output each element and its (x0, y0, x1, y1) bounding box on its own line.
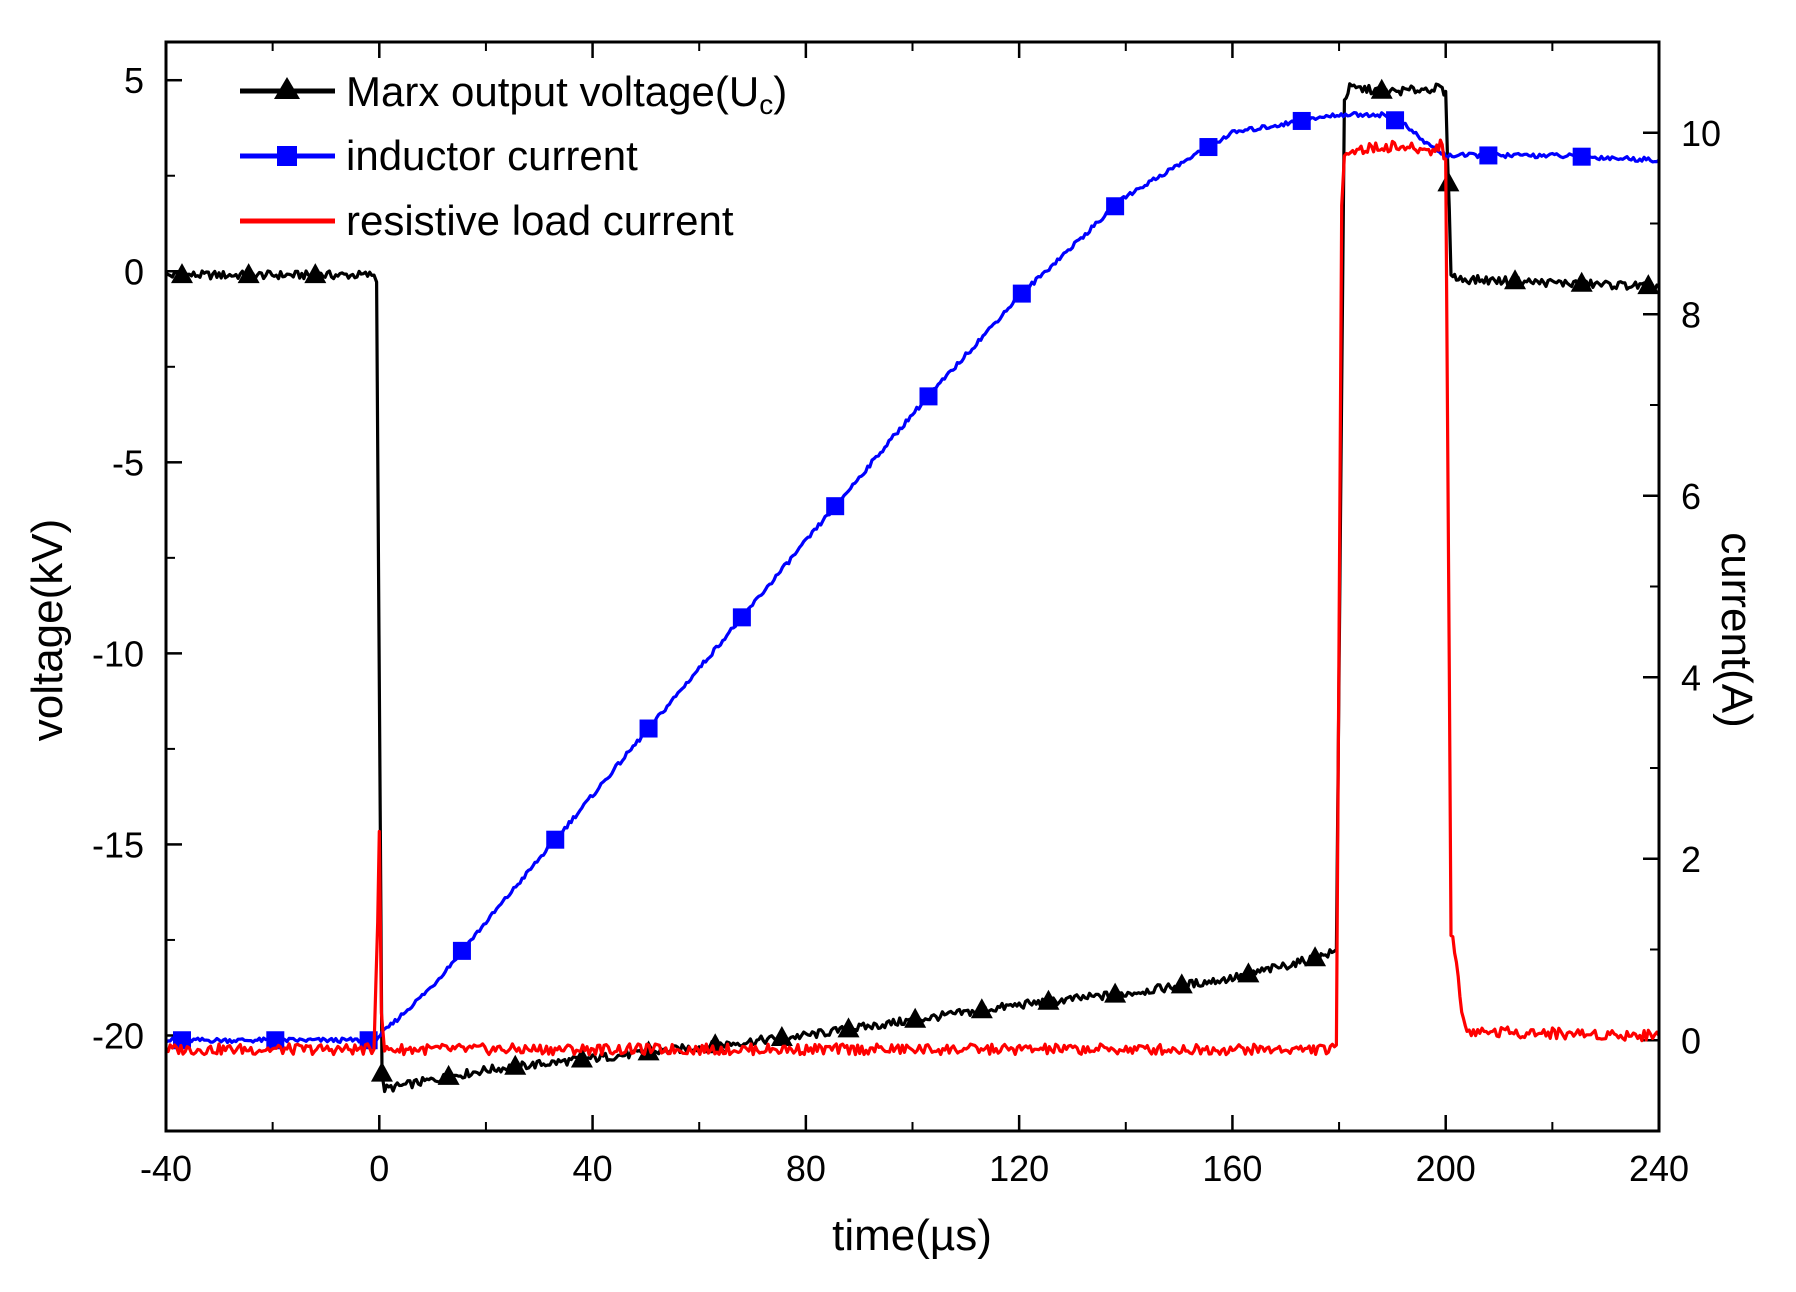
data-point-triangle (504, 1054, 527, 1075)
x-tick-label: 160 (1202, 1148, 1262, 1189)
y-right-axis-title: current(A) (1712, 532, 1761, 728)
legend-entry-resistive-load-current: resistive load current (240, 197, 734, 244)
legend-entry-inductor-current: inductor current (240, 132, 638, 179)
plot-frame (164, 40, 1661, 1133)
y-left-tick-label: -20 (92, 1015, 144, 1056)
data-point-square (1012, 284, 1031, 303)
y-left-tick-label: 0 (124, 251, 144, 292)
y-right-tick-label: 2 (1681, 839, 1701, 880)
data-point-square (919, 387, 938, 406)
y-left-tick-label: -10 (92, 633, 144, 674)
y-right-tick-label: 8 (1681, 294, 1701, 335)
data-point-square (452, 941, 471, 960)
y-right-tick-label: 4 (1681, 657, 1701, 698)
y-right-tick-label: 6 (1681, 476, 1701, 517)
legend-label-inductor-current: inductor current (346, 132, 638, 179)
legend-label-marx-voltage-main: Marx output voltage(U (346, 68, 759, 115)
y-left-tick-label: 5 (124, 60, 144, 101)
legend-triangle-marker-icon (274, 77, 300, 99)
x-tick-label: 120 (989, 1148, 1049, 1189)
y-left-tick-label: -5 (112, 442, 144, 483)
x-tick-label: -40 (140, 1148, 192, 1189)
legend-label-marx-voltage-suffix: ) (773, 68, 787, 115)
legend-label-resistive-load-current: resistive load current (346, 197, 734, 244)
data-point-square (1106, 197, 1125, 216)
data-point-triangle (570, 1047, 593, 1068)
x-tick-label: 40 (573, 1148, 613, 1189)
data-point-square (1479, 146, 1498, 165)
y-left-axis-title: voltage(kV) (23, 519, 72, 742)
x-tick-label: 0 (369, 1148, 389, 1189)
data-point-triangle (437, 1064, 460, 1085)
legend-label-marx-voltage-subscript: c (759, 89, 773, 120)
tick-labels: -40 0 40 80 120 160 200 240 5 0 -5 -10 -15 -20 10 8 6 4 2 0 (92, 60, 1721, 1189)
x-tick-label: 240 (1629, 1148, 1689, 1189)
data-point-triangle (1304, 946, 1327, 967)
data-point-square (546, 830, 565, 849)
data-point-triangle (1170, 973, 1193, 994)
legend-entry-marx-voltage: Marx output voltage(Uc) (240, 68, 787, 120)
y-left-tick-label: -15 (92, 824, 144, 865)
data-point-triangle (1637, 274, 1660, 295)
data-point-triangle (170, 263, 193, 284)
y-right-tick-label: 0 (1681, 1020, 1701, 1061)
data-point-square (826, 497, 845, 516)
data-point-square (639, 719, 658, 738)
data-point-square (1386, 111, 1405, 130)
x-axis-title: time(µs) (832, 1211, 992, 1260)
data-point-square (732, 608, 751, 627)
x-tick-label: 200 (1416, 1148, 1476, 1189)
y-right-tick-label: 10 (1681, 113, 1721, 154)
series-line-resistive-load-current (165, 138, 1661, 1057)
data-point-triangle (1504, 269, 1527, 290)
data-point-triangle (370, 1061, 393, 1082)
data-point-square (1199, 138, 1218, 157)
data-point-triangle (1237, 962, 1260, 983)
data-point-triangle (1104, 982, 1127, 1003)
series-layer (165, 78, 1661, 1094)
data-point-triangle (637, 1040, 660, 1061)
data-point-triangle (770, 1026, 793, 1047)
data-point-triangle (1370, 78, 1393, 99)
data-point-square (172, 1031, 191, 1050)
data-point-square (1292, 111, 1311, 130)
data-point-triangle (304, 263, 327, 284)
data-point-triangle (237, 263, 260, 284)
data-point-triangle (1570, 271, 1593, 292)
data-point-square (1572, 147, 1591, 166)
data-point-triangle (1437, 171, 1460, 192)
data-point-triangle (904, 1007, 927, 1028)
x-tick-label: 80 (786, 1148, 826, 1189)
tick-marks (164, 41, 1661, 1132)
data-point-triangle (1037, 989, 1060, 1010)
series-line-inductor-current (165, 111, 1660, 1045)
legend-label-marx-voltage: Marx output voltage(Uc) (346, 68, 787, 120)
legend: Marx output voltage(Uc) inductor current… (240, 68, 787, 244)
legend-square-marker-icon (277, 146, 297, 166)
data-point-triangle (970, 998, 993, 1019)
data-point-triangle (837, 1017, 860, 1038)
